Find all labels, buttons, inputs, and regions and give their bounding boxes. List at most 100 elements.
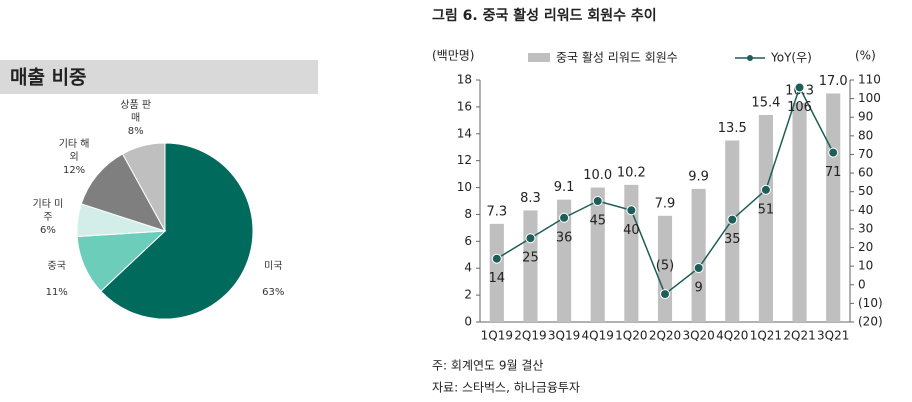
- line-value-label: 71: [825, 165, 842, 180]
- pie-slice: [100, 142, 254, 320]
- y2-tick-label: 60: [858, 166, 873, 180]
- legend-label: 중국 활성 리워드 회원수: [556, 51, 678, 65]
- pie-label: 중국: [47, 260, 66, 272]
- x-tick-label: 2Q21: [783, 329, 815, 343]
- line-marker: [693, 263, 704, 274]
- pie-title: 매출 비중: [10, 67, 87, 89]
- pie-value-label: 6%: [39, 225, 56, 237]
- y2-tick-label: 110: [858, 73, 881, 87]
- line-value-label: (5): [656, 259, 674, 274]
- y2-tick-label: 80: [858, 128, 873, 142]
- x-tick-label: 2Q19: [514, 329, 546, 343]
- line-marker: [660, 289, 670, 300]
- bar: [725, 140, 740, 322]
- bar-value-label: 9.1: [554, 180, 575, 195]
- legend-marker: [747, 55, 753, 61]
- y2-tick-label: 70: [858, 147, 873, 161]
- pie-label: 기타 해외: [58, 138, 90, 163]
- line-marker: [525, 233, 536, 244]
- y2-tick-label: (10): [858, 296, 883, 310]
- line-value-label: 25: [522, 251, 539, 266]
- pie-label: 기타 미주: [32, 199, 64, 224]
- line-marker: [828, 147, 839, 158]
- line-value-label: 40: [623, 223, 640, 238]
- footnote: 주: 회계연도 9월 결산: [432, 359, 543, 373]
- y2-tick-label: 90: [858, 110, 873, 124]
- x-tick-label: 3Q19: [548, 329, 580, 343]
- y2-tick-label: 50: [858, 184, 873, 198]
- y-tick-label: 12: [457, 153, 472, 167]
- pie-value-label: 11%: [45, 286, 68, 298]
- line-marker: [626, 205, 637, 216]
- bar-value-label: 9.9: [688, 169, 709, 184]
- header-bar: [0, 60, 318, 94]
- line-value-label: 51: [758, 202, 775, 217]
- bar: [590, 187, 605, 322]
- y-tick-label: 4: [464, 261, 472, 275]
- bar: [489, 223, 504, 322]
- pie-label: 상품 판매: [120, 99, 152, 124]
- pie-value-label: 63%: [262, 286, 285, 298]
- x-tick-label: 4Q19: [582, 329, 614, 343]
- legend-swatch: [528, 53, 550, 62]
- y-tick-label: 6: [464, 234, 472, 248]
- line-value-label: 106: [787, 100, 812, 115]
- y2-axis-label: (%): [855, 49, 876, 63]
- x-tick-label: 1Q20: [615, 329, 647, 343]
- y-tick-label: 0: [464, 315, 472, 329]
- line-marker: [727, 214, 738, 225]
- x-tick-label: 1Q19: [481, 329, 513, 343]
- bar: [557, 199, 572, 322]
- bar-value-label: 13.5: [718, 121, 747, 136]
- bar: [523, 210, 538, 322]
- x-tick-label: 4Q20: [716, 329, 748, 343]
- x-tick-label: 1Q21: [750, 329, 782, 343]
- chart-title: 그림 6. 중국 활성 리워드 회원수 추이: [432, 7, 657, 24]
- bar-value-label: 10.0: [583, 168, 612, 183]
- line-value-label: 45: [589, 214, 606, 229]
- y2-tick-label: 10: [858, 259, 873, 273]
- legend-label: YoY(우): [770, 51, 812, 65]
- pie-value-label: 12%: [62, 164, 86, 176]
- x-tick-label: 3Q21: [817, 329, 849, 343]
- line-marker: [794, 82, 805, 93]
- line-marker: [491, 253, 502, 264]
- y2-tick-label: (20): [858, 315, 883, 329]
- bar-value-label: 8.3: [520, 191, 541, 206]
- line-value-label: 35: [724, 232, 741, 247]
- line-marker: [760, 184, 771, 195]
- bar: [792, 102, 807, 322]
- line-value-label: 14: [489, 271, 506, 286]
- y-tick-label: 14: [457, 126, 472, 140]
- y2-tick-label: 30: [858, 221, 873, 235]
- bar-value-label: 17.0: [819, 74, 848, 89]
- line-marker: [559, 212, 570, 223]
- bar: [826, 93, 841, 322]
- line-value-label: 9: [694, 281, 702, 296]
- bar-value-label: 7.9: [655, 196, 676, 211]
- footnote: 자료: 스타벅스, 하나금융투자: [432, 381, 580, 395]
- y-tick-label: 10: [457, 180, 472, 194]
- y-axis-label: (백만명): [432, 49, 474, 63]
- y-tick-label: 2: [464, 288, 472, 302]
- pie-label: 미국: [264, 260, 283, 272]
- pie-slice: [121, 142, 166, 232]
- bar-value-label: 7.3: [486, 204, 507, 219]
- x-tick-label: 3Q20: [682, 329, 714, 343]
- y-tick-label: 18: [457, 73, 472, 87]
- x-tick-label: 2Q20: [649, 329, 681, 343]
- y2-tick-label: 20: [858, 240, 873, 254]
- y-tick-label: 16: [457, 99, 472, 113]
- line-marker: [592, 196, 603, 206]
- y2-tick-label: 100: [858, 91, 881, 105]
- bar: [758, 114, 773, 322]
- y2-tick-label: 0: [858, 277, 866, 291]
- bar-value-label: 15.4: [751, 95, 780, 110]
- bar-value-label: 10.2: [617, 165, 646, 180]
- y2-tick-label: 40: [858, 203, 873, 217]
- y-tick-label: 8: [464, 207, 472, 221]
- pie-slice: [80, 153, 167, 232]
- bar: [691, 188, 706, 322]
